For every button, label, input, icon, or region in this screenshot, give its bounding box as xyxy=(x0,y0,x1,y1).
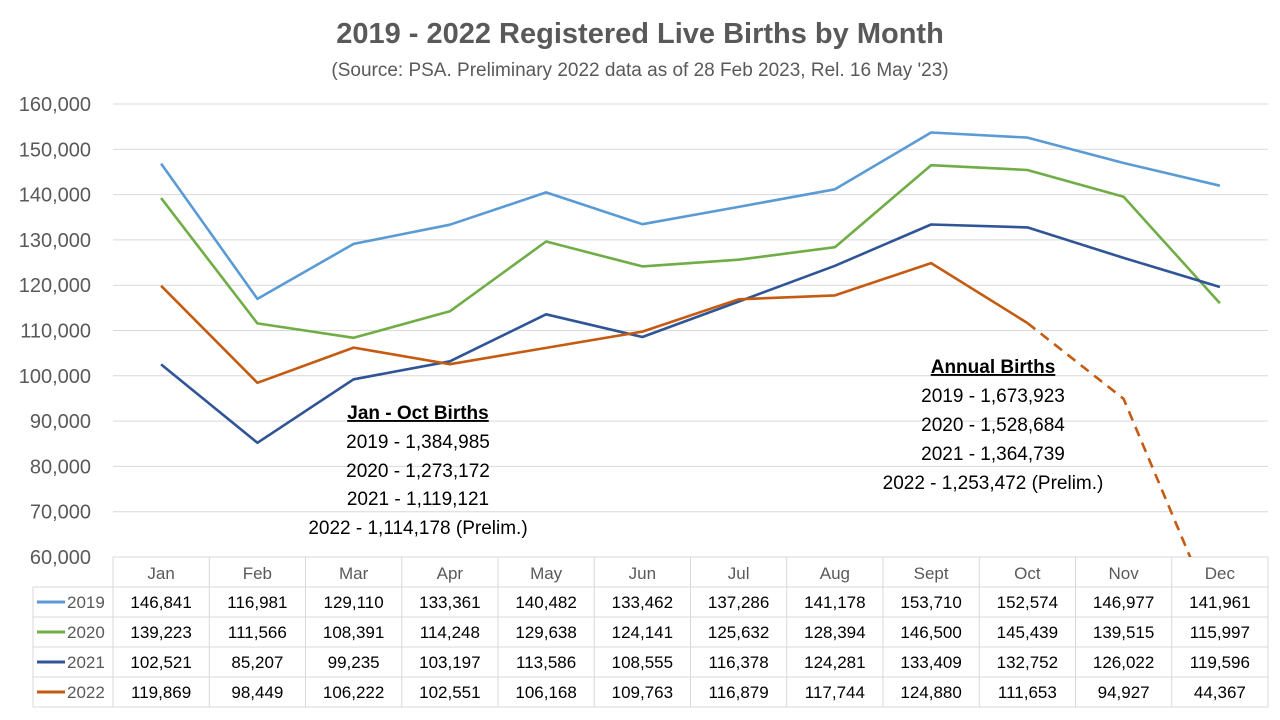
table-cell: 103,197 xyxy=(419,653,480,672)
table-cell: 139,515 xyxy=(1093,623,1154,642)
table-cell: 102,551 xyxy=(419,683,480,702)
x-category-label: Mar xyxy=(339,564,369,583)
table-cell: 98,449 xyxy=(231,683,283,702)
annotation-line: 2020 - 1,528,684 xyxy=(921,415,1065,436)
table-cell: 133,409 xyxy=(900,653,961,672)
annotation-line: 2022 - 1,253,472 (Prelim.) xyxy=(883,473,1104,494)
legend-label: 2022 xyxy=(67,683,105,702)
table-cell: 124,141 xyxy=(612,623,673,642)
y-tick-label: 100,000 xyxy=(19,366,91,388)
table-cell: 139,223 xyxy=(130,623,191,642)
y-tick-label: 80,000 xyxy=(30,456,91,478)
x-category-label: Dec xyxy=(1205,564,1236,583)
table-cell: 99,235 xyxy=(328,653,380,672)
annotation-line: 2020 - 1,273,172 xyxy=(346,461,490,482)
series-line-2022 xyxy=(160,261,1029,385)
table-cell: 141,178 xyxy=(804,593,865,612)
series-lines xyxy=(160,131,1221,557)
annotation-annual: Annual Births 2019 - 1,673,923 2020 - 1,… xyxy=(883,357,1104,494)
table-cell: 106,168 xyxy=(515,683,576,702)
table-cell: 108,391 xyxy=(323,623,384,642)
series-line-2022-prelim xyxy=(1026,321,1192,557)
legend-label: 2021 xyxy=(67,653,105,672)
legend-label: 2019 xyxy=(67,593,105,612)
table-cell: 85,207 xyxy=(231,653,283,672)
table-cell: 111,653 xyxy=(998,683,1057,702)
table-cell: 126,022 xyxy=(1093,653,1154,672)
table-cell: 140,482 xyxy=(515,593,576,612)
table-cell: 115,997 xyxy=(1190,623,1250,642)
y-tick-label: 110,000 xyxy=(20,321,91,343)
table-cell: 108,555 xyxy=(612,653,673,672)
annotation-line: 2019 - 1,384,985 xyxy=(346,432,490,453)
x-category-label: Aug xyxy=(820,564,850,583)
y-tick-label: 150,000 xyxy=(19,139,91,161)
table-cell: 152,574 xyxy=(997,593,1058,612)
table-cell: 111,566 xyxy=(228,623,287,642)
table-cell: 116,879 xyxy=(709,683,769,702)
table-cell: 146,977 xyxy=(1093,593,1154,612)
table-cell: 137,286 xyxy=(708,593,769,612)
y-tick-label: 70,000 xyxy=(30,502,91,524)
table-cell: 141,961 xyxy=(1189,593,1250,612)
x-category-label: Jun xyxy=(629,564,656,583)
table-cell: 146,841 xyxy=(130,593,191,612)
y-tick-label: 90,000 xyxy=(30,411,91,433)
table-cell: 114,248 xyxy=(420,623,480,642)
annotation-jan-oct: Jan - Oct Births 2019 - 1,384,985 2020 -… xyxy=(308,403,527,539)
data-table: Jan Feb Mar Apr May Jun Jul Aug Sept Oct Nov Dec 201… xyxy=(32,556,1269,708)
x-category-label: May xyxy=(530,564,563,583)
legend-label: 2020 xyxy=(67,623,105,642)
chart-subtitle: (Source: PSA. Preliminary 2022 data as o… xyxy=(331,60,948,81)
annotation-heading: Jan - Oct Births xyxy=(347,403,488,424)
table-cell: 129,638 xyxy=(515,623,576,642)
annotation-heading: Annual Births xyxy=(931,357,1056,378)
y-tick-label: 120,000 xyxy=(19,275,91,297)
y-axis-ticks: 60,000 70,000 80,000 90,000 100,000 110,000 12… xyxy=(19,94,91,569)
annotation-line: 2021 - 1,364,739 xyxy=(921,444,1065,465)
x-category-label: Nov xyxy=(1109,564,1140,583)
table-cell: 116,981 xyxy=(227,593,287,612)
table-cell: 117,744 xyxy=(805,683,865,702)
y-tick-label: 140,000 xyxy=(19,185,91,207)
y-tick-label: 60,000 xyxy=(30,547,91,569)
table-cell: 109,763 xyxy=(612,683,673,702)
table-cell: 102,521 xyxy=(130,653,191,672)
y-tick-label: 130,000 xyxy=(19,230,91,252)
table-cell: 119,596 xyxy=(1190,653,1250,672)
series-line-2021 xyxy=(160,223,1221,445)
table-cell: 94,927 xyxy=(1098,683,1150,702)
table-cell: 44,367 xyxy=(1194,683,1246,702)
x-category-label: Jul xyxy=(728,564,750,583)
annotation-line: 2021 - 1,119,121 xyxy=(347,489,489,510)
table-cell: 113,586 xyxy=(516,653,576,672)
annotation-line: 2022 - 1,114,178 (Prelim.) xyxy=(308,518,527,539)
table-cell: 106,222 xyxy=(323,683,384,702)
y-tick-label: 160,000 xyxy=(19,94,91,116)
table-cell: 132,752 xyxy=(997,653,1058,672)
x-category-label: Feb xyxy=(243,564,272,583)
annotation-line: 2019 - 1,673,923 xyxy=(921,386,1065,407)
gridlines xyxy=(113,103,1268,513)
x-category-label: Oct xyxy=(1014,564,1041,583)
table-cell: 124,281 xyxy=(804,653,865,672)
table-cell: 116,378 xyxy=(709,653,769,672)
table-cell: 133,462 xyxy=(612,593,673,612)
table-cell: 146,500 xyxy=(900,623,961,642)
table-cell: 133,361 xyxy=(419,593,480,612)
table-cell: 145,439 xyxy=(997,623,1058,642)
x-category-label: Sept xyxy=(914,564,949,583)
chart-title: 2019 - 2022 Registered Live Births by Mo… xyxy=(336,18,944,50)
series-line-2020 xyxy=(160,163,1221,340)
table-cell: 153,710 xyxy=(900,593,961,612)
series-line-2019 xyxy=(160,131,1221,301)
table-cell: 124,880 xyxy=(900,683,961,702)
table-cell: 128,394 xyxy=(804,623,865,642)
table-cell: 125,632 xyxy=(708,623,769,642)
table-cell: 119,869 xyxy=(131,683,191,702)
x-category-label: Apr xyxy=(437,564,464,583)
x-category-label: Jan xyxy=(147,564,174,583)
table-cell: 129,110 xyxy=(324,593,384,612)
